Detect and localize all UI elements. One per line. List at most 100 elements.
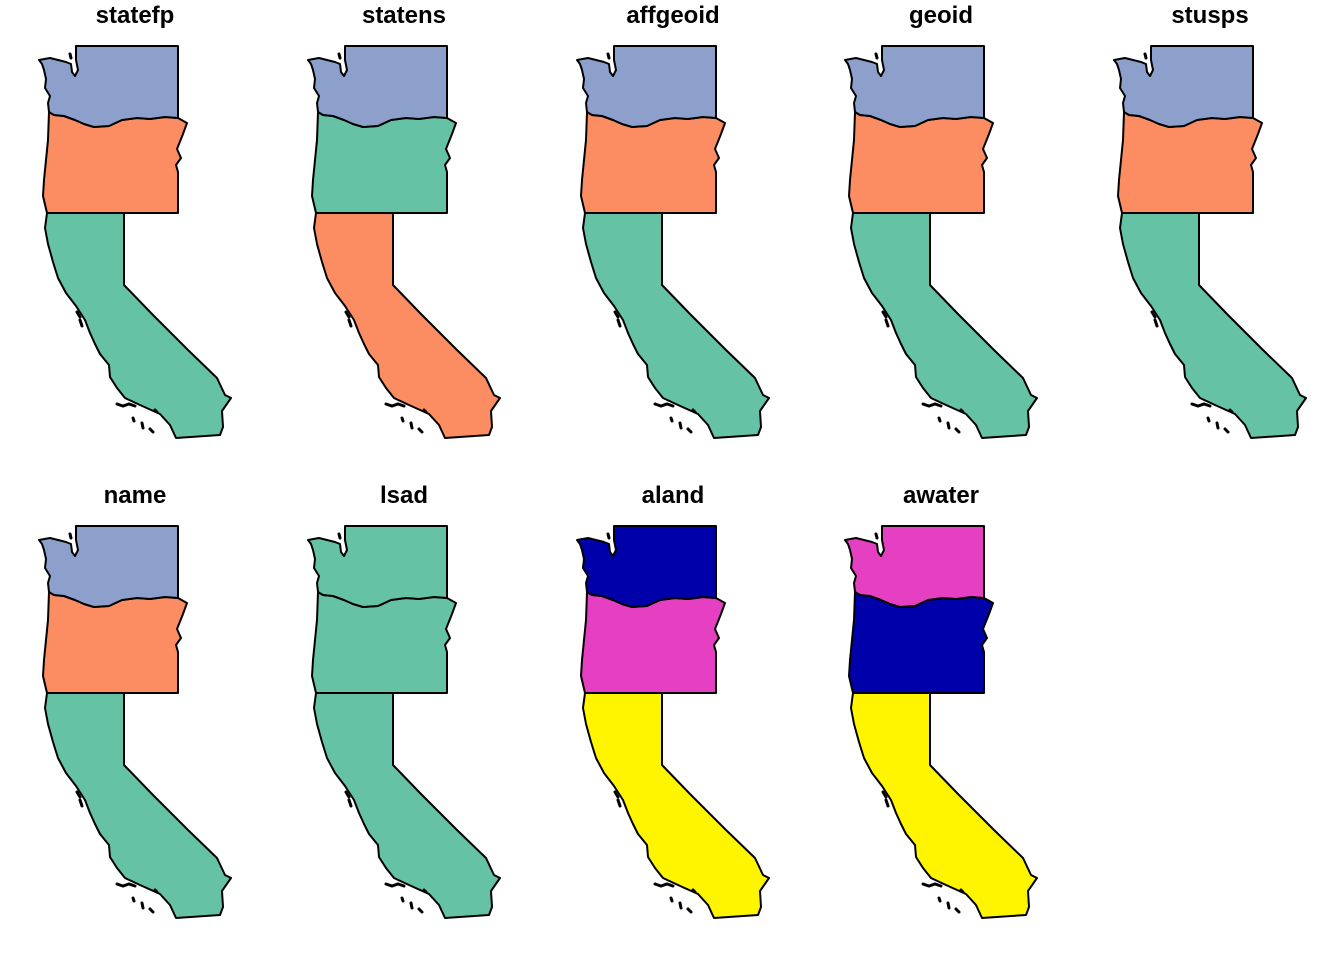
island-outline [337,532,342,540]
island-outline [937,416,942,423]
state-california [850,692,1038,919]
island-outline [148,427,155,434]
island-outline [669,896,674,903]
island-outline [874,52,879,60]
state-washington [38,45,179,128]
state-map [844,45,1038,439]
island-outline [417,427,424,434]
island-outline [613,310,620,319]
state-map [576,45,770,439]
state-oregon [848,591,994,694]
island-outline [1223,427,1230,434]
panel-title: name [103,482,167,509]
island-outline [946,901,951,910]
island-outline [606,532,611,540]
island-outline [606,52,611,60]
island-outline [1143,52,1148,60]
state-map [1113,45,1307,439]
state-california [44,212,232,439]
island-outline [686,427,693,434]
island-outline [946,421,951,430]
island-outline [140,421,145,430]
state-washington [576,525,717,608]
island-outline [884,798,890,808]
state-oregon [848,111,994,214]
island-outline [384,402,406,408]
island-outline [417,907,424,914]
state-map [38,45,232,439]
island-outline [344,790,351,799]
panel-title: lsad [379,482,429,509]
state-washington [844,525,985,608]
state-oregon [580,591,726,694]
state-california [313,692,501,919]
island-outline [921,882,943,888]
island-outline [115,882,137,888]
panel-title: stusps [1171,2,1249,29]
state-washington [576,45,717,128]
island-outline [78,798,84,808]
island-outline [347,318,353,328]
map-panel-lsad: lsad [269,480,539,960]
island-outline [921,402,943,408]
island-outline [653,882,675,888]
state-california [850,212,1038,439]
state-map [576,525,770,919]
island-outline [131,416,136,423]
map-panel-geoid: geoid [806,0,1076,480]
island-outline [422,408,428,414]
state-oregon [580,111,726,214]
state-oregon [1117,111,1263,214]
panel-title: aland [641,482,705,509]
island-outline [409,901,414,910]
state-california [1119,212,1307,439]
island-outline [148,907,155,914]
island-outline [1190,402,1212,408]
island-outline [616,318,622,328]
state-oregon [311,591,457,694]
island-outline [344,310,351,319]
island-outline [400,416,405,423]
state-map [38,525,232,919]
state-oregon [42,111,188,214]
state-washington [1113,45,1254,128]
island-outline [678,901,683,910]
island-outline [384,882,406,888]
state-map [307,525,501,919]
state-california [44,692,232,919]
island-outline [68,532,73,540]
island-outline [1215,421,1220,430]
island-outline [1153,318,1159,328]
state-oregon [311,111,457,214]
panel-title: affgeoid [626,2,720,29]
state-map [844,525,1038,919]
map-panel-stusps: stusps [1075,0,1344,480]
island-outline [959,888,965,894]
island-outline [678,421,683,430]
island-outline [881,790,888,799]
state-california [582,692,770,919]
island-outline [400,896,405,903]
island-outline [153,408,159,414]
island-outline [884,318,890,328]
panel-title: geoid [909,2,973,29]
map-panel-awater: awater [806,480,1076,960]
island-outline [613,790,620,799]
state-washington [38,525,179,608]
island-outline [1206,416,1211,423]
island-outline [954,427,961,434]
island-outline [115,402,137,408]
island-outline [409,421,414,430]
state-washington [307,525,448,608]
island-outline [653,402,675,408]
island-outline [691,888,697,894]
island-outline [347,798,353,808]
island-outline [337,52,342,60]
island-outline [616,798,622,808]
state-california [582,212,770,439]
panel-title: statefp [95,2,175,29]
state-oregon [42,591,188,694]
island-outline [954,907,961,914]
island-outline [669,416,674,423]
island-outline [691,408,697,414]
